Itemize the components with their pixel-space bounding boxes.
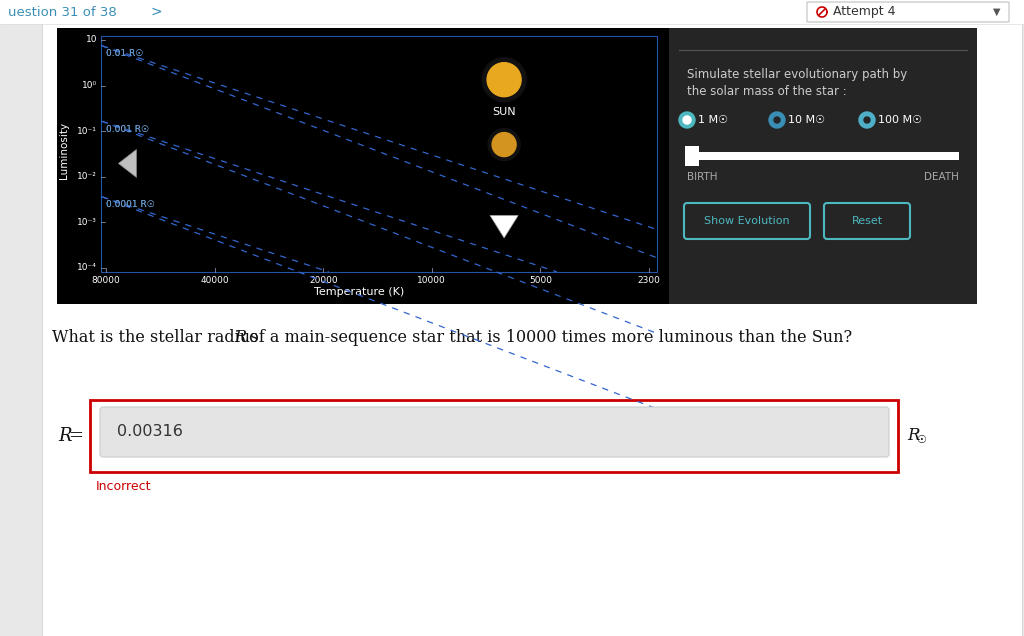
Text: Show Evolution: Show Evolution	[705, 216, 790, 226]
Text: ▼: ▼	[993, 7, 1000, 17]
FancyBboxPatch shape	[90, 400, 898, 472]
Circle shape	[482, 58, 526, 102]
Text: ☉: ☉	[916, 435, 926, 445]
Text: 10⁻³: 10⁻³	[77, 218, 97, 227]
Text: R: R	[58, 427, 72, 445]
Polygon shape	[490, 216, 518, 238]
Text: Temperature (K): Temperature (K)	[314, 287, 404, 297]
Text: 0.0001 R☉: 0.0001 R☉	[106, 200, 155, 209]
FancyBboxPatch shape	[101, 36, 657, 272]
Text: 10000: 10000	[418, 276, 446, 285]
Text: 0.0001 R☉: 0.0001 R☉	[106, 200, 155, 209]
Text: 40000: 40000	[201, 276, 229, 285]
Text: 100 M☉: 100 M☉	[878, 115, 923, 125]
Text: SUN: SUN	[493, 107, 516, 116]
Text: What is the stellar radius: What is the stellar radius	[52, 329, 263, 347]
Text: the solar mass of the star :: the solar mass of the star :	[687, 85, 847, 98]
Circle shape	[769, 112, 785, 128]
FancyBboxPatch shape	[807, 2, 1009, 22]
Text: 10 M☉: 10 M☉	[788, 115, 825, 125]
Text: Luminosity: Luminosity	[59, 121, 69, 179]
Circle shape	[487, 63, 521, 97]
Circle shape	[864, 117, 870, 123]
Text: 10: 10	[85, 36, 97, 45]
Text: 0.01 R☉: 0.01 R☉	[106, 50, 143, 59]
FancyBboxPatch shape	[669, 28, 977, 304]
Text: DEATH: DEATH	[924, 172, 959, 182]
Polygon shape	[119, 149, 136, 177]
Text: R: R	[907, 427, 920, 445]
FancyBboxPatch shape	[100, 407, 889, 457]
Text: 1 M☉: 1 M☉	[698, 115, 728, 125]
Circle shape	[488, 128, 520, 160]
Circle shape	[683, 116, 691, 124]
Text: 20000: 20000	[309, 276, 338, 285]
FancyBboxPatch shape	[42, 0, 1022, 636]
Text: R: R	[234, 329, 246, 347]
Text: Simulate stellar evolutionary path by: Simulate stellar evolutionary path by	[687, 68, 907, 81]
FancyBboxPatch shape	[57, 28, 669, 304]
Text: Reset: Reset	[851, 216, 883, 226]
Text: 2300: 2300	[638, 276, 660, 285]
Text: 0.01 R☉: 0.01 R☉	[106, 50, 143, 59]
Text: 80000: 80000	[91, 276, 121, 285]
Text: 10⁻⁴: 10⁻⁴	[77, 263, 97, 272]
Text: Attempt 4: Attempt 4	[833, 6, 896, 18]
Text: 0.001 R☉: 0.001 R☉	[106, 125, 150, 134]
Text: 10⁰: 10⁰	[82, 81, 97, 90]
Circle shape	[493, 132, 516, 156]
Text: Incorrect: Incorrect	[96, 480, 152, 493]
Text: 10⁻¹: 10⁻¹	[77, 127, 97, 135]
Text: BIRTH: BIRTH	[687, 172, 718, 182]
Text: 10⁻²: 10⁻²	[77, 172, 97, 181]
FancyBboxPatch shape	[0, 0, 1024, 24]
Text: =: =	[68, 427, 83, 445]
Text: uestion 31 of 38: uestion 31 of 38	[8, 6, 117, 18]
FancyBboxPatch shape	[687, 152, 959, 160]
Text: of a main-sequence star that is 10000 times more luminous than the Sun?: of a main-sequence star that is 10000 ti…	[244, 329, 852, 347]
Text: 5000: 5000	[529, 276, 552, 285]
Text: 0.00316: 0.00316	[117, 424, 183, 439]
Text: 0.001 R☉: 0.001 R☉	[106, 125, 150, 134]
FancyBboxPatch shape	[685, 146, 699, 166]
Circle shape	[774, 117, 780, 123]
Circle shape	[859, 112, 874, 128]
FancyBboxPatch shape	[684, 203, 810, 239]
Circle shape	[679, 112, 695, 128]
Text: >: >	[150, 5, 162, 19]
FancyBboxPatch shape	[824, 203, 910, 239]
